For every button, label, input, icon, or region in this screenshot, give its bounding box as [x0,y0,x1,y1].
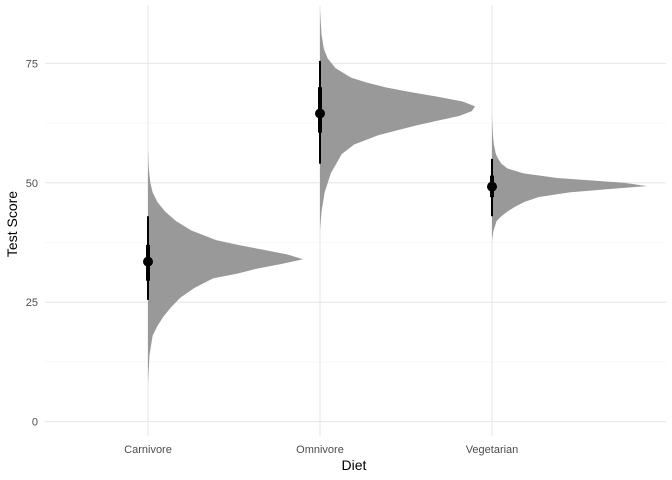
y-tick-label: 25 [26,297,38,309]
y-tick-label: 0 [32,417,38,429]
y-axis-tick-labels: 0 25 50 75 [26,58,38,428]
x-tick-label: Carnivore [124,444,172,456]
x-tick-label: Omnivore [296,444,344,456]
y-tick-label: 50 [26,178,38,190]
density-slabs [148,10,647,384]
density-slab [320,10,475,231]
y-axis-title: Test Score [4,191,20,257]
median-point [315,108,325,119]
y-tick-label: 75 [26,58,38,70]
x-tick-label: Vegetarian [466,444,519,456]
density-slab [148,149,303,384]
x-axis-title: Diet [342,457,367,473]
median-point [143,256,153,267]
median-point [487,181,497,192]
minor-gridlines-y [45,122,666,363]
x-axis-tick-labels: Carnivore Omnivore Vegetarian [124,444,518,456]
interval-markers [143,60,497,300]
density-slab [492,115,647,241]
